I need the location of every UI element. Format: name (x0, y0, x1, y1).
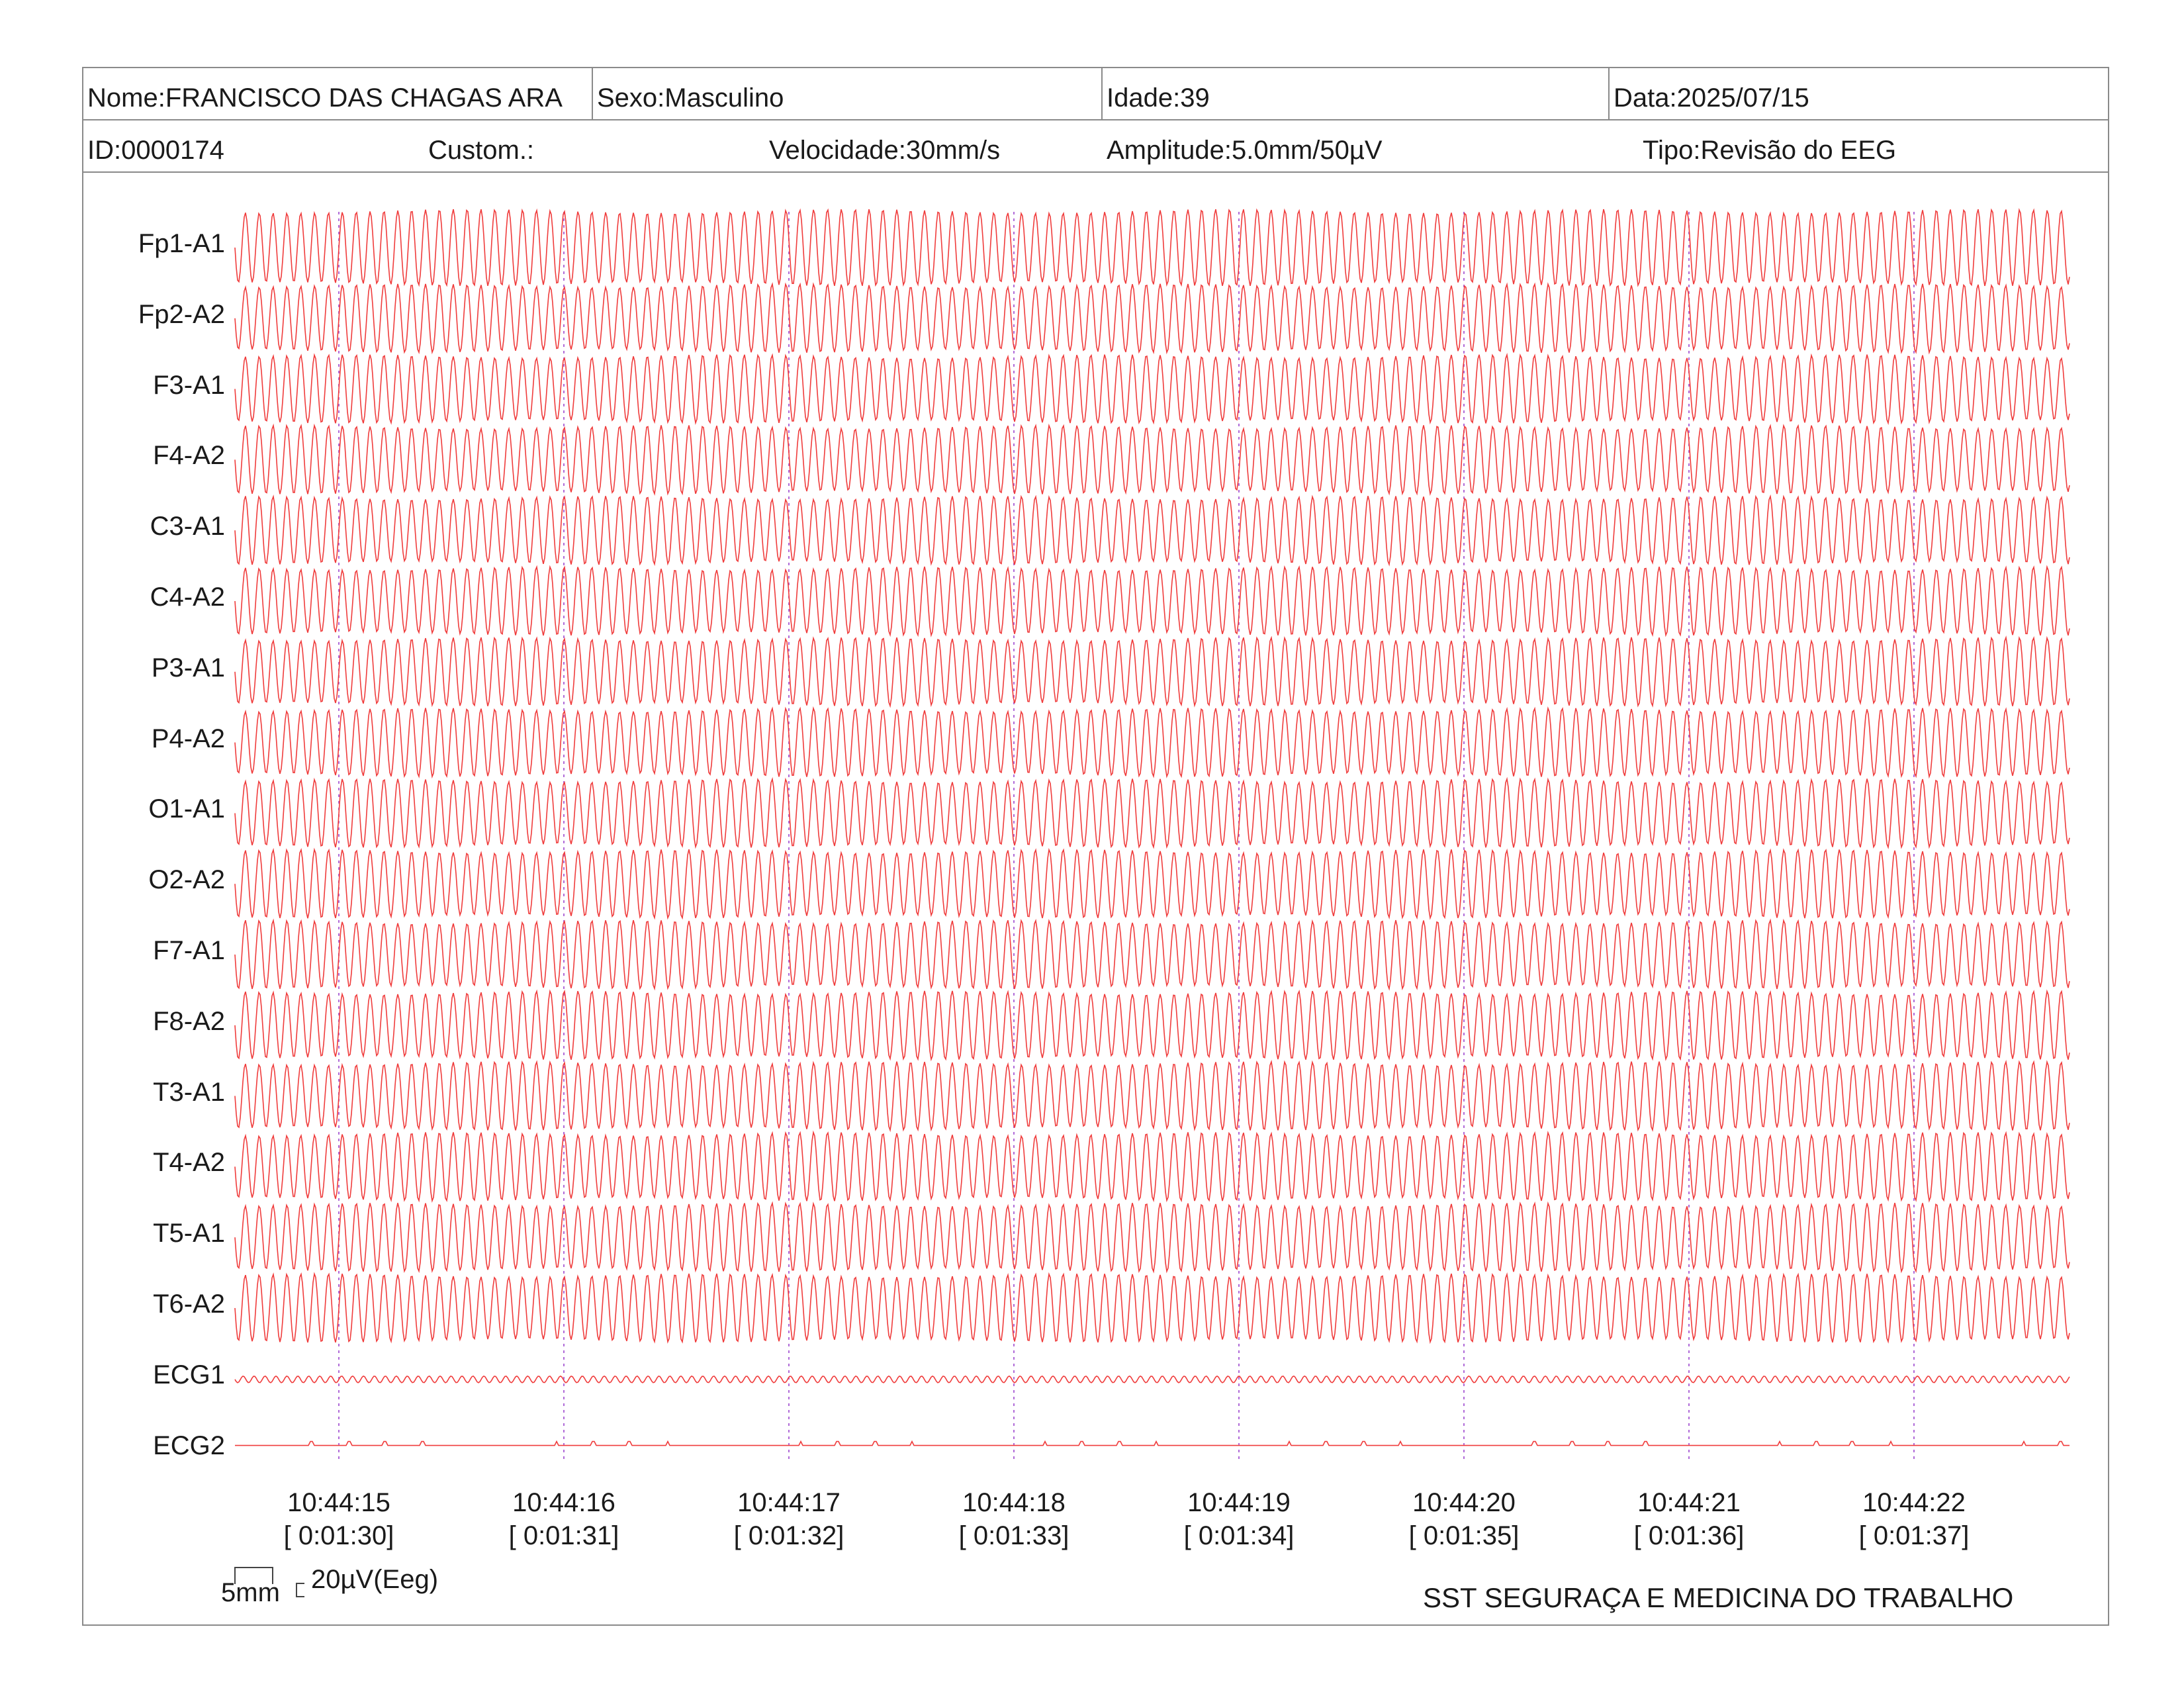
channel-label: T3-A1 (153, 1077, 225, 1107)
time-clock: 10:44:19 (1187, 1488, 1291, 1517)
time-elapsed: [ 0:01:30] (283, 1521, 394, 1550)
exam-date: Data:2025/07/15 (1614, 83, 1809, 113)
time-label: 10:44:21 [ 0:01:36] (1590, 1486, 1788, 1552)
time-clock: 10:44:20 (1412, 1488, 1516, 1517)
channel-trace (234, 847, 2070, 920)
report-frame: Nome:FRANCISCO DAS CHAGAS ARA Sexo:Mascu… (82, 67, 2109, 1626)
channel-label: P3-A1 (151, 653, 225, 682)
time-elapsed: [ 0:01:36] (1633, 1521, 1745, 1550)
channel-trace (234, 706, 2070, 779)
channel-label: C3-A1 (150, 512, 225, 541)
channel-label: F3-A1 (153, 370, 225, 400)
amplitude-setting: Amplitude:5.0mm/50µV (1107, 136, 1383, 165)
channel-label: Fp1-A1 (138, 229, 225, 258)
patient-age: Idade:39 (1103, 68, 1610, 119)
channel-trace (234, 1375, 2070, 1383)
channel-trace (234, 918, 2070, 991)
channel-trace (234, 282, 2070, 355)
patient-name: Nome:FRANCISCO DAS CHAGAS ARA (83, 68, 593, 119)
time-clock: 10:44:16 (512, 1488, 615, 1517)
channel-trace (234, 423, 2070, 496)
time-label: 10:44:22 [ 0:01:37] (1815, 1486, 2013, 1552)
time-label: 10:44:16 [ 0:01:31] (465, 1486, 663, 1552)
time-elapsed: [ 0:01:32] (733, 1521, 844, 1550)
time-elapsed: [ 0:01:31] (508, 1521, 619, 1550)
channel-label: ECG2 (153, 1430, 225, 1460)
header-row-2: ID:0000174 Custom.: Velocidade:30mm/s Am… (83, 120, 2108, 173)
channel-trace (234, 989, 2070, 1062)
channel-label: F7-A1 (153, 936, 225, 965)
time-clock: 10:44:17 (737, 1488, 841, 1517)
time-label: 10:44:17 [ 0:01:32] (690, 1486, 888, 1552)
channel-label: F8-A2 (153, 1006, 225, 1036)
time-clock: 10:44:18 (962, 1488, 1066, 1517)
time-label: 10:44:19 [ 0:01:34] (1140, 1486, 1338, 1552)
channel-label: F4-A2 (153, 441, 225, 471)
time-clock: 10:44:21 (1637, 1488, 1741, 1517)
channel-trace (235, 1440, 2070, 1446)
patient-sex: Sexo:Masculino (593, 68, 1103, 119)
channel-label: O1-A1 (148, 794, 225, 824)
channel-trace (234, 1130, 2070, 1203)
time-label: 10:44:20 [ 0:01:35] (1365, 1486, 1563, 1552)
header-row-1: Nome:FRANCISCO DAS CHAGAS ARA Sexo:Mascu… (83, 68, 2108, 120)
channel-trace (234, 352, 2070, 426)
scale-uv-label: 20µV(Eeg) (311, 1565, 439, 1594)
channel-trace (234, 494, 2070, 567)
time-label: 10:44:18 [ 0:01:33] (915, 1486, 1113, 1552)
time-elapsed: [ 0:01:33] (958, 1521, 1069, 1550)
footer-company: SST SEGURAÇA E MEDICINA DO TRABALHO (1423, 1582, 2014, 1613)
channel-label: T4-A2 (153, 1148, 225, 1178)
channel-label: T6-A2 (153, 1289, 225, 1319)
time-elapsed: [ 0:01:35] (1408, 1521, 1520, 1550)
channel-trace (234, 635, 2070, 708)
channel-trace (234, 208, 2070, 287)
paper-speed: Velocidade:30mm/s (769, 136, 1001, 165)
time-clock: 10:44:22 (1862, 1488, 1966, 1517)
channel-label: ECG1 (153, 1360, 225, 1389)
channel-trace (234, 1201, 2070, 1274)
channel-trace (234, 776, 2070, 849)
channel-label: Fp2-A2 (138, 299, 225, 329)
channel-label: C4-A2 (150, 583, 225, 612)
channel-label: P4-A2 (151, 724, 225, 753)
time-clock: 10:44:15 (287, 1488, 390, 1517)
scale-mm-label: 5mm (221, 1578, 280, 1607)
custom-field: Custom.: (428, 136, 535, 165)
time-elapsed: [ 0:01:37] (1858, 1521, 1970, 1550)
patient-id: ID:0000174 (87, 136, 224, 165)
channel-trace (234, 1059, 2070, 1133)
channel-trace (234, 1272, 2070, 1344)
channel-label: O2-A2 (148, 865, 225, 895)
time-label: 10:44:15 [ 0:01:30] (240, 1486, 438, 1552)
channel-label: T5-A1 (153, 1219, 225, 1248)
channel-trace (234, 565, 2070, 637)
exam-type: Tipo:Revisão do EEG (1643, 136, 1897, 165)
time-elapsed: [ 0:01:34] (1183, 1521, 1295, 1550)
